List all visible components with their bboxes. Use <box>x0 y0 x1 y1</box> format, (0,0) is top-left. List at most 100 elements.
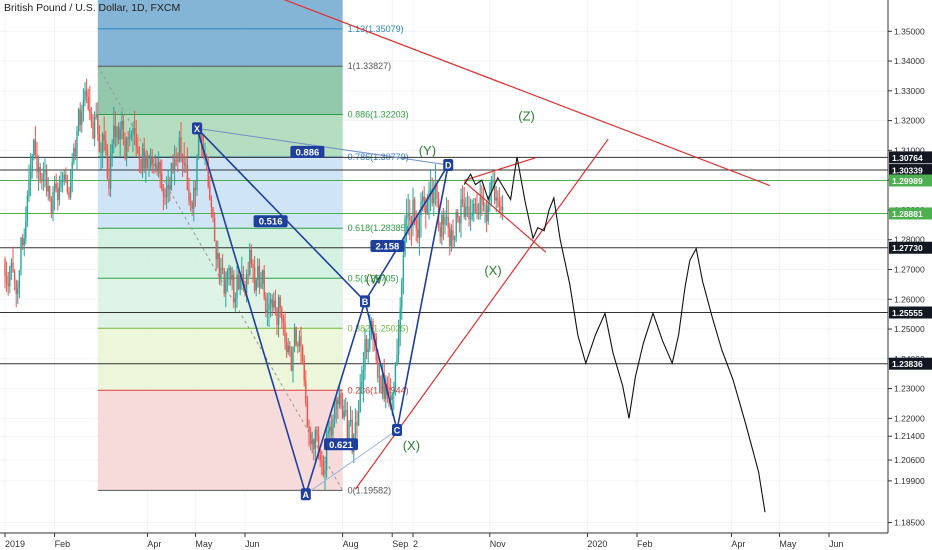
candle-body <box>492 181 494 183</box>
candle-body <box>402 254 405 282</box>
fib-band <box>97 390 343 491</box>
candle-body <box>50 198 53 214</box>
candle-body <box>13 272 16 281</box>
ratio-value: 0.516 <box>259 217 283 228</box>
candle-body <box>433 189 435 204</box>
ratio-badge <box>370 239 405 252</box>
candle-body <box>284 322 286 342</box>
candle-body <box>42 173 45 182</box>
fib-band <box>97 328 343 391</box>
candle-body <box>249 249 251 275</box>
candle-body <box>4 259 6 277</box>
candle-body <box>447 217 449 228</box>
ratio-label: 0.621 <box>324 438 358 451</box>
candle-body <box>85 90 88 97</box>
candle-body <box>369 331 371 350</box>
candle-body <box>167 184 169 189</box>
candle-body <box>319 454 321 461</box>
candle-body <box>145 155 147 169</box>
candle-body <box>23 238 25 246</box>
candle-body <box>308 426 310 433</box>
candle-body <box>345 410 347 412</box>
x-tick-label: Aug <box>343 539 359 549</box>
candle-body <box>103 134 105 141</box>
candle-body <box>82 100 85 112</box>
projection-path[interactable] <box>463 156 766 513</box>
candle-body <box>268 303 270 310</box>
candle-body <box>285 341 288 353</box>
candle-body <box>265 297 267 313</box>
candle-body <box>333 409 336 419</box>
candle-body <box>305 380 307 404</box>
candle-body <box>28 179 30 196</box>
candle-body <box>257 265 259 280</box>
annotation-labels: (Z) (Y) (W) (X) (X) <box>366 108 535 453</box>
candle-body <box>500 206 502 210</box>
candle-body <box>391 394 393 400</box>
candle-body <box>295 327 297 345</box>
x-tick-label: 2019 <box>5 539 25 549</box>
candle-body <box>209 186 211 200</box>
candle-body <box>100 152 102 154</box>
price-label: 1.28881 <box>889 207 932 220</box>
y-tick-label: 1.25000 <box>894 324 925 334</box>
y-tick-label: 1.27000 <box>894 264 925 274</box>
candle-body <box>473 203 475 214</box>
price-label-text: 1.30764 <box>892 153 923 163</box>
price-label: 1.27730 <box>889 241 932 254</box>
trendline <box>464 156 537 182</box>
candle-body <box>309 432 312 444</box>
fib-level-label: 1(1.33827) <box>348 61 392 71</box>
y-tick-label: 1.22000 <box>894 413 925 423</box>
candle-body <box>93 117 96 139</box>
candle-body <box>71 162 73 179</box>
price-label: 1.29989 <box>889 174 932 187</box>
projection-line <box>463 156 766 513</box>
candle-body <box>415 219 417 230</box>
price-label-bg <box>889 357 932 370</box>
candle-body <box>324 470 326 475</box>
candle-body <box>354 422 357 435</box>
candle-body <box>271 299 273 308</box>
candle-body <box>327 430 329 434</box>
candle-body <box>169 184 171 190</box>
candle-body <box>194 187 197 190</box>
candle-body <box>114 125 117 137</box>
candle-body <box>276 307 278 325</box>
candle-body <box>202 149 205 157</box>
candle-body <box>233 275 235 303</box>
candle-body <box>417 229 419 238</box>
ratio-value: 0.621 <box>329 440 353 451</box>
candle-body <box>229 267 232 280</box>
price-label-bg <box>889 174 932 187</box>
candle-body <box>292 346 294 371</box>
candle-body <box>471 213 473 216</box>
candle-body <box>338 393 341 405</box>
candle-body <box>119 128 121 140</box>
y-tick-label: 1.20600 <box>894 455 925 465</box>
candle-body <box>241 273 243 276</box>
candle-body <box>329 426 331 431</box>
candle-body <box>65 174 67 181</box>
pattern-point: C <box>392 423 402 436</box>
candle-body <box>274 300 277 308</box>
candle-body <box>341 405 344 418</box>
candle-body <box>20 237 22 271</box>
candle-body <box>89 108 91 115</box>
candle-body <box>282 319 285 323</box>
candle-body <box>218 253 221 279</box>
candle-body <box>399 307 401 333</box>
candle-body <box>196 155 198 190</box>
candle-body <box>212 207 214 218</box>
candle-body <box>73 147 75 163</box>
harmonic-pattern[interactable]: X A B C D 0.886 0.516 2.158 0.621 <box>192 122 454 501</box>
candle-body <box>463 202 465 217</box>
candle-body <box>313 439 315 450</box>
candle-body <box>364 338 366 371</box>
candle-body <box>340 393 342 406</box>
candle-body <box>45 170 48 192</box>
ratio-label: 2.158 <box>370 239 405 252</box>
candle-body <box>461 199 464 203</box>
candle-body <box>101 134 104 153</box>
